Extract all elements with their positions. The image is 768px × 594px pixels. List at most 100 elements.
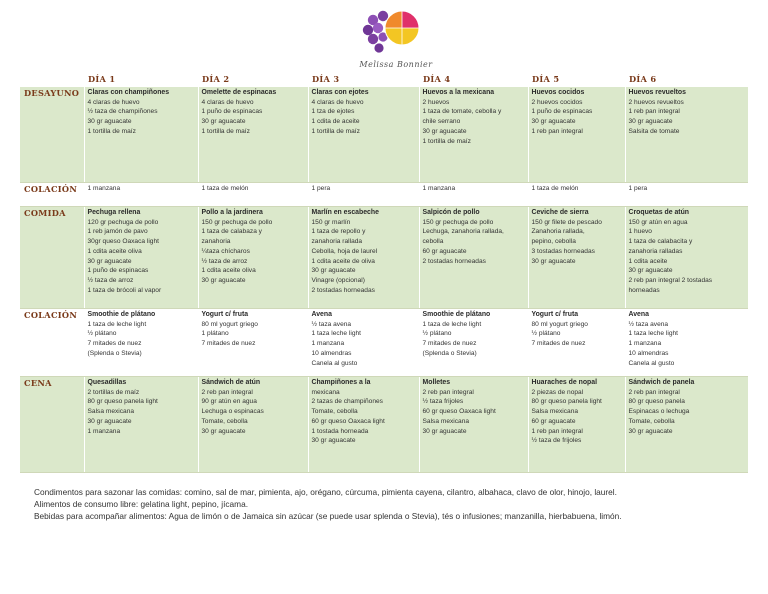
day-header: DÍA 6 [629, 74, 657, 84]
meal-label: COLACIÓN [20, 308, 84, 377]
ingredient-line: Salsa mexicana [531, 408, 579, 416]
ingredient-line: Tomate, cebolla [628, 417, 675, 425]
ingredient-line: 10 almendras [311, 349, 352, 357]
meal-cell: 1 taza de melón [197, 182, 308, 207]
day-header: DÍA 1 [88, 74, 116, 84]
meal-cell: 1 manzana [83, 182, 198, 207]
ingredient-line: zanahoria [201, 238, 231, 246]
meal-row: COMIDA Pechuga rellena 120 gr pechuga de p… [20, 206, 748, 309]
meal-cell: Huevos revueltos 2 huevos revueltos 1 reb … [624, 87, 748, 183]
free-foods-note: Alimentos de consumo libre: gelatina lig… [34, 499, 248, 509]
meal-cell: Smoothie de plátano 1 taza de leche light… [418, 308, 528, 377]
ingredient-line: 2 huevos cocidos [531, 98, 583, 106]
ingredient-line: 4 claras de huevo [311, 98, 364, 106]
ingredient-line: 4 claras de huevo [201, 98, 254, 106]
ingredient-line: 1 manzana [87, 185, 121, 192]
ingredient-line: 2 huevos revueltos [628, 98, 684, 106]
ingredient-line: ½ taza avena [311, 320, 352, 328]
dish-title: Claras con ejotes [311, 89, 369, 96]
ingredient-line: 1 reb pan integral [628, 108, 680, 116]
ingredient-line: 30 gr aguacate [531, 118, 576, 126]
meal-cell: Yogurt c/ fruta 80 ml yogurt griego ½ plá… [527, 308, 625, 377]
ingredient-line: 30 gr aguacate [87, 118, 132, 126]
ingredient-line: 30 gr aguacate [311, 267, 356, 275]
dish-title: Yogurt c/ fruta [201, 311, 249, 318]
day-header: DÍA 2 [202, 74, 230, 84]
ingredient-line: chile serrano [422, 118, 461, 126]
meal-cell: 1 taza de melón [527, 182, 625, 207]
meal-cell: 1 manzana [418, 182, 528, 207]
ingredient-line: ½ taza avena [628, 320, 669, 328]
ingredient-line: 1 cdita de aceite [311, 118, 360, 126]
day-header: DÍA 5 [532, 74, 560, 84]
dish-title: Yogurt c/ fruta [531, 311, 579, 318]
ingredient-line: 1 taza de tomate, cebolla y [422, 108, 502, 116]
condiments-note: Condimentos para sazonar las comidas: co… [34, 487, 617, 497]
ingredient-line: 30 gr aguacate [201, 427, 246, 435]
corner-cell [20, 70, 84, 87]
ingredient-line: 1 tza de ejotes [311, 108, 355, 116]
ingredient-line: 1 puño de espinacas [531, 108, 593, 116]
meal-cell: 1 pera [307, 182, 419, 207]
dish-title: Smoothie de plátano [87, 311, 156, 318]
ingredient-line: zanahoria ralladas [628, 247, 683, 255]
ingredient-line: Canela al gusto [628, 359, 675, 367]
brand-name: Melissa Bonnier [359, 60, 433, 69]
ingredient-line: 1 manzana [422, 185, 456, 192]
ingredient-line: 2 tortillas de maíz [87, 388, 140, 396]
ingredient-line: ½ taza frijoles [422, 398, 464, 406]
meal-cell: Avena ½ taza avena 1 taza leche light 1 man… [307, 308, 419, 377]
ingredient-line: 2 reb pan integral [628, 388, 680, 396]
ingredient-line: 1 puño de espinacas [87, 267, 149, 275]
ingredient-line: Espinacas o lechuga [628, 408, 690, 416]
dish-title: Omelette de espinacas [201, 89, 277, 96]
ingredient-line: 2 tazas de champiñones [311, 398, 383, 406]
ingredient-line: 1 taza de melón [201, 185, 249, 192]
meal-cell: Claras con champiñones 4 claras de huevo ½… [83, 87, 198, 183]
ingredient-line: 30 gr aguacate [628, 427, 673, 435]
dish-title: Smoothie de plátano [422, 311, 491, 318]
ingredient-line: Salsita de tomate [628, 127, 680, 135]
dish-title: Pollo a la jardinera [201, 209, 263, 216]
dish-title: Ceviche de sierra [531, 209, 589, 216]
dish-title: Marlín en escabeche [311, 209, 379, 216]
ingredient-line: 1 tortilla de maíz [311, 127, 360, 135]
ingredient-line: ½ taza de champiñones [87, 108, 158, 116]
ingredient-line: 80 gr queso panela light [531, 398, 602, 406]
ingredient-line: 80 gr queso panela [628, 398, 685, 406]
meal-label: COLACIÓN [20, 182, 84, 207]
dish-title: Croquetas de atún [628, 209, 690, 216]
ingredient-line: 30 gr aguacate [201, 276, 246, 284]
ingredient-line: Salsa mexicana [87, 408, 135, 416]
ingredient-line: ½ plátano [531, 330, 561, 338]
meal-cell: Yogurt c/ fruta 80 ml yogurt griego 1 plá… [197, 308, 308, 377]
ingredient-line: 1 pera [311, 185, 331, 192]
meal-cell: 1 pera [624, 182, 748, 207]
ingredient-line: (Splenda o Stevia) [87, 349, 142, 357]
ingredient-line: ¼taza chícharos [201, 247, 250, 255]
ingredient-line: Lechuga o espinacas [201, 408, 264, 416]
ingredient-line: 1 puño de espinacas [201, 108, 263, 116]
meal-cell: Pechuga rellena 120 gr pechuga de pollo 1 … [83, 206, 198, 309]
drinks-note: Bebidas para acompañar alimentos: Agua d… [34, 511, 622, 521]
meal-cell: Smoothie de plátano 1 taza de leche light… [83, 308, 198, 377]
ingredient-line: pepino, cebolla [531, 238, 576, 246]
meal-label: COMIDA [20, 206, 84, 309]
ingredient-line: 1 tortilla de maíz [422, 137, 471, 145]
meal-cell: Champiñones a la mexicana 2 tazas de champ… [307, 376, 419, 473]
dish-title: Avena [311, 311, 332, 318]
ingredient-line: ½ plátano [87, 330, 117, 338]
ingredient-line: 150 gr filete de pescado [531, 218, 602, 226]
dish-title: Huevos revueltos [628, 89, 686, 96]
dish-title: Huaraches de nopal [531, 379, 597, 386]
ingredient-line: 1 manzana [311, 340, 345, 348]
grape-cluster-icon [362, 10, 389, 53]
ingredient-line: 30 gr aguacate [311, 437, 356, 445]
ingredient-line: 1 taza de leche light [422, 320, 482, 328]
meal-cell: Molletes 2 reb pan integral ½ taza frijole… [418, 376, 528, 473]
meal-row: COLACIÓN 1 manzana 1 taza de melón 1 pera 1 … [20, 182, 748, 207]
meal-cell: Quesadillas 2 tortillas de maíz 80 gr ques… [83, 376, 198, 473]
ingredient-line: 2 piezas de nopal [531, 388, 584, 396]
ingredient-line: 80 ml yogurt griego [201, 320, 258, 328]
ingredient-line: 30gr queso Oaxaca light [87, 238, 159, 246]
